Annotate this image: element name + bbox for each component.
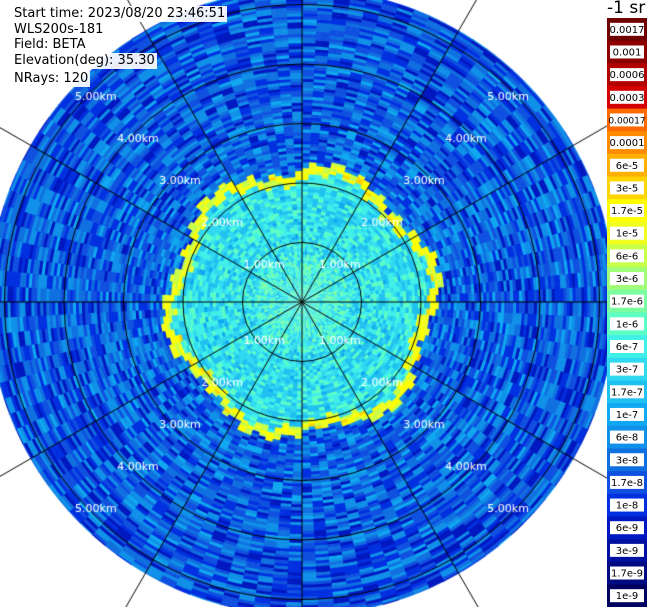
colorbar-tick-label: 1.7e-9 xyxy=(611,569,643,580)
colorbar-tick-label: 3e-7 xyxy=(616,365,639,376)
colorbar-tick-box xyxy=(610,566,644,580)
colorbar-tick-label: 6e-7 xyxy=(616,342,639,353)
colorbar-tick-box xyxy=(610,113,644,127)
colorbar-tick-label: 0.001 xyxy=(613,47,642,58)
ppi-plot xyxy=(0,0,607,607)
colorbar-tick-label: 3e-5 xyxy=(616,183,639,194)
colorbar-tick-box xyxy=(610,90,644,104)
start-time-label: Start time: 2023/08/20 23:46:51 xyxy=(12,6,228,22)
colorbar-tick-box xyxy=(610,68,644,82)
colorbar-tick-box xyxy=(610,589,644,603)
colorbar-tick-label: 0.00017 xyxy=(608,116,645,126)
colorbar-tick-label: 0.0017 xyxy=(610,25,645,36)
colorbar-tick-box xyxy=(610,543,644,557)
colorbar-tick-label: 0.0003 xyxy=(610,93,645,104)
colorbar-tick-box xyxy=(610,181,644,195)
colorbar-tick-label: 3e-6 xyxy=(616,274,639,285)
colorbar-tick-label: 1e-9 xyxy=(616,591,639,602)
colorbar-tick-box xyxy=(610,294,644,308)
colorbar-tick-box xyxy=(610,498,644,512)
colorbar-tick-box xyxy=(610,22,644,36)
colorbar-tick-box xyxy=(610,226,644,240)
colorbar-tick-box xyxy=(610,158,644,172)
colorbar-tick-box xyxy=(610,453,644,467)
colorbar-tick-box xyxy=(610,317,644,331)
colorbar-tick-box xyxy=(610,362,644,376)
instrument-label: WLS200s-181 xyxy=(12,22,106,38)
nrays-label: NRays: 120 xyxy=(12,71,91,87)
colorbar-tick-label: 1.7e-6 xyxy=(611,297,643,308)
colorbar-unit: -1 sr xyxy=(607,0,646,18)
colorbar-tick-label: 6e-5 xyxy=(616,161,639,172)
colorbar-tick-box xyxy=(610,430,644,444)
colorbar-tick-label: 1.7e-8 xyxy=(611,478,643,489)
colorbar-tick-label: 6e-6 xyxy=(616,251,639,262)
colorbar-tick-box xyxy=(610,249,644,263)
colorbar-tick-label: 6e-8 xyxy=(616,433,639,444)
colorbar-tick-box xyxy=(610,45,644,59)
colorbar-tick-box xyxy=(610,272,644,286)
colorbar-tick-box xyxy=(610,521,644,535)
colorbar-tick-label: 1e-5 xyxy=(616,229,639,240)
colorbar-tick-label: 0.0001 xyxy=(610,138,645,149)
colorbar-tick-label: 3e-8 xyxy=(616,455,639,466)
colorbar-tick-label: 1e-8 xyxy=(616,501,639,512)
colorbar-tick-box xyxy=(610,339,644,353)
colorbar-tick-box xyxy=(610,475,644,489)
colorbar-tick-box xyxy=(610,385,644,399)
colorbar-tick-label: 0.0006 xyxy=(610,70,645,81)
colorbar-tick-label: 6e-9 xyxy=(616,523,639,534)
colorbar-tick-label: 1e-6 xyxy=(616,319,639,330)
colorbar-tick-box xyxy=(610,407,644,421)
colorbar-tick-label: 1e-7 xyxy=(616,410,639,421)
colorbar-tick-box xyxy=(610,136,644,150)
colorbar-tick-label: 1.7e-7 xyxy=(611,387,643,398)
colorbar: 0.0017 0.001 0.0006 0.0003 0.00017 0.0001 6e-5… xyxy=(607,18,647,607)
field-label: Field: BETA xyxy=(12,37,88,53)
colorbar-tick-box xyxy=(610,204,644,218)
elevation-label: Elevation(deg): 35.30 xyxy=(12,53,157,69)
colorbar-tick-label: 1.7e-5 xyxy=(611,206,643,217)
colorbar-tick-label: 3e-9 xyxy=(616,546,639,557)
